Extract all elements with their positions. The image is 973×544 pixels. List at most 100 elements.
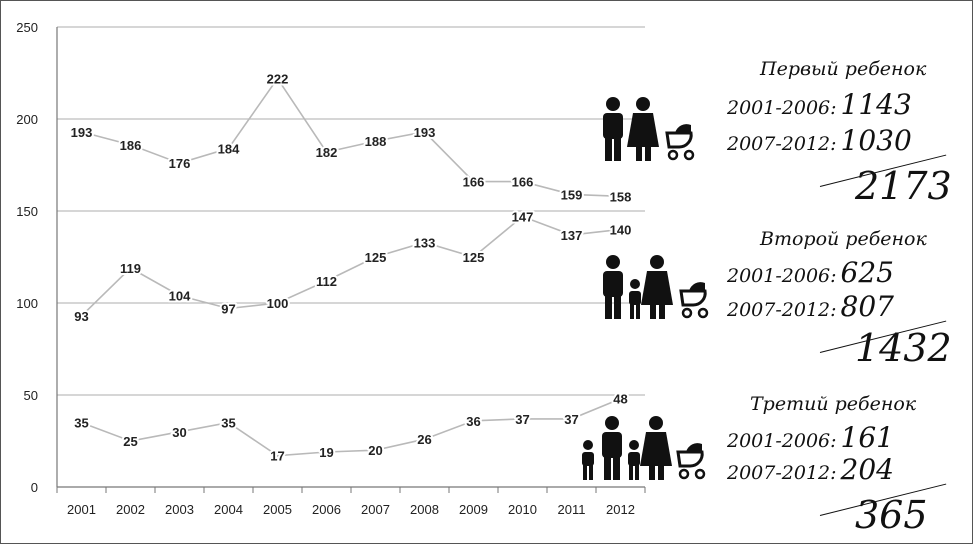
period-row-1: 2001-2006: 161 xyxy=(727,421,894,454)
y-tick-label: 50 xyxy=(24,388,38,403)
x-tick-label: 2003 xyxy=(165,502,194,517)
period-label: 2001-2006: xyxy=(727,430,837,452)
data-label: 186 xyxy=(120,138,142,153)
data-label: 37 xyxy=(564,412,578,427)
y-tick-label: 200 xyxy=(16,112,38,127)
data-point xyxy=(423,130,426,134)
data-label: 182 xyxy=(316,145,338,160)
x-tick-label: 2006 xyxy=(312,502,341,517)
period-label: 2007-2012: xyxy=(727,299,837,321)
x-tick-label: 2010 xyxy=(508,502,537,517)
data-label: 48 xyxy=(613,392,627,407)
period-row-1: 2001-2006: 625 xyxy=(727,256,894,289)
data-label: 37 xyxy=(515,412,529,427)
x-tick-label: 2011 xyxy=(558,502,586,517)
data-point xyxy=(80,421,83,424)
data-label: 30 xyxy=(172,425,186,440)
data-point xyxy=(521,180,524,183)
period-value: 1143 xyxy=(840,88,912,121)
first-child-panel: Первый ребенок 2001-2006: 1143 2007-2012:… xyxy=(715,58,965,208)
period-value: 1030 xyxy=(840,124,912,157)
period-row-2: 2007-2012: 204 xyxy=(727,453,894,486)
data-label: 166 xyxy=(512,175,534,190)
data-point xyxy=(129,266,132,270)
x-tick-label: 2001 xyxy=(67,502,96,517)
data-label: 133 xyxy=(414,235,436,250)
data-point xyxy=(276,454,279,457)
total-value: 1432 xyxy=(855,326,952,370)
data-label: 137 xyxy=(561,228,583,243)
data-point xyxy=(227,147,230,150)
x-tick-label: 2007 xyxy=(361,502,390,517)
data-label: 166 xyxy=(463,175,485,190)
data-point xyxy=(276,301,279,305)
data-point xyxy=(472,419,475,422)
data-point xyxy=(178,430,181,433)
panel-title: Второй ребенок xyxy=(760,228,927,250)
data-label: 140 xyxy=(610,222,632,237)
data-label: 25 xyxy=(123,434,137,449)
data-point xyxy=(374,139,377,143)
data-label: 147 xyxy=(512,210,534,225)
data-label: 36 xyxy=(466,414,480,429)
data-point xyxy=(619,397,622,400)
total-value: 2173 xyxy=(855,164,952,208)
family-two-children-stroller-icon xyxy=(582,416,706,480)
data-point xyxy=(129,143,132,146)
x-tick-label: 2002 xyxy=(116,502,145,517)
data-point xyxy=(619,228,622,231)
period-label: 2007-2012: xyxy=(727,133,837,155)
data-point xyxy=(521,215,524,218)
data-label: 26 xyxy=(417,432,431,447)
data-label: 193 xyxy=(71,125,93,140)
data-label: 104 xyxy=(169,289,191,304)
x-tick-label: 2008 xyxy=(410,502,439,517)
second-child-panel: Второй ребенок 2001-2006: 625 2007-2012: 8… xyxy=(715,228,965,378)
data-label: 17 xyxy=(270,449,284,464)
data-label: 176 xyxy=(169,156,191,171)
y-tick-label: 0 xyxy=(31,480,38,495)
data-label: 184 xyxy=(218,141,240,156)
data-label: 222 xyxy=(267,72,289,87)
y-tick-label: 150 xyxy=(16,204,38,219)
data-point xyxy=(423,437,426,441)
data-point xyxy=(80,130,83,134)
data-point xyxy=(570,233,573,237)
data-point xyxy=(80,314,83,318)
period-value: 807 xyxy=(840,290,894,323)
x-tick-label: 2004 xyxy=(214,502,243,517)
data-point xyxy=(129,439,132,443)
data-point xyxy=(227,307,230,310)
period-value: 625 xyxy=(840,256,894,289)
data-point xyxy=(472,180,475,183)
x-tick-label: 2012 xyxy=(606,502,635,517)
data-point xyxy=(276,77,279,80)
data-label: 35 xyxy=(221,416,235,431)
data-label: 119 xyxy=(120,261,141,276)
data-label: 35 xyxy=(74,416,88,431)
third-child-panel: Третий ребенок 2001-2006: 161 2007-2012: 2… xyxy=(715,393,965,543)
data-point xyxy=(374,449,377,452)
data-label: 100 xyxy=(267,296,289,311)
data-label: 159 xyxy=(561,187,583,202)
series-line-1 xyxy=(81,77,621,198)
x-tick-label: 2005 xyxy=(263,502,292,517)
data-point xyxy=(619,195,622,198)
data-point xyxy=(570,193,573,196)
period-label: 2007-2012: xyxy=(727,462,837,484)
period-row-2: 2007-2012: 807 xyxy=(727,290,894,323)
data-label: 188 xyxy=(365,134,387,149)
data-point xyxy=(472,255,475,259)
y-tick-label: 100 xyxy=(16,296,38,311)
data-label: 158 xyxy=(610,189,632,204)
data-label: 93 xyxy=(74,309,88,324)
data-label: 19 xyxy=(319,445,333,460)
x-tick-label: 2009 xyxy=(459,502,488,517)
data-label: 97 xyxy=(221,302,235,317)
period-row-1: 2001-2006: 1143 xyxy=(727,88,912,121)
data-label: 112 xyxy=(316,274,337,289)
period-row-2: 2007-2012: 1030 xyxy=(727,124,912,157)
data-point xyxy=(374,255,377,259)
